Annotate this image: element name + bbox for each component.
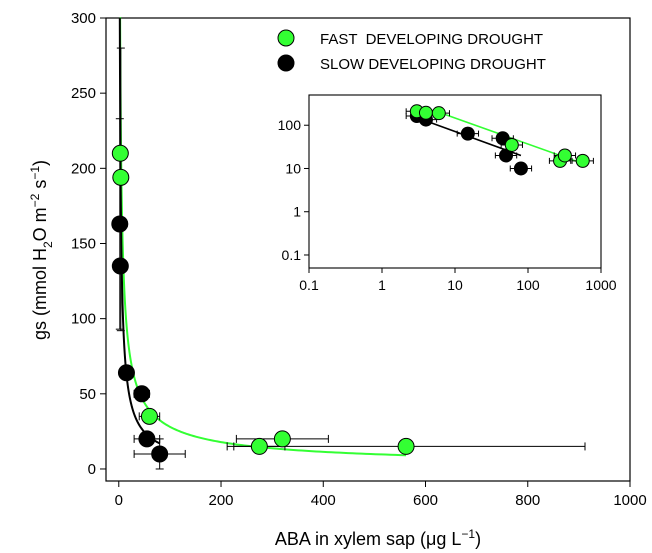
y-tick-label-4: 200 (71, 160, 96, 177)
fast-point-3 (250, 437, 268, 455)
fast-point-2 (140, 407, 158, 425)
legend-marker-slow (277, 54, 295, 72)
y-axis-title-sup1: −2 (28, 193, 42, 207)
inset-x-tick-label-1: 1 (378, 277, 386, 293)
inset-fast-point-3 (504, 137, 519, 152)
x-tick-label-2: 400 (311, 492, 336, 509)
x-axis-title-sup: −1 (461, 527, 475, 541)
legend-label-fast: FAST DEVELOPING DROUGHT (320, 31, 543, 48)
x-axis-title-after: g L (436, 529, 461, 549)
slow-point-4 (138, 430, 156, 448)
inset-fast-point-5 (557, 148, 572, 163)
inset-y-tick-label-0: 0.1 (282, 247, 302, 263)
fast-point-5 (397, 437, 415, 455)
y-tick-label-6: 300 (71, 10, 96, 27)
inset-plot-layer: 0.1 1 10 100 1000 0.1 1 10 100 (278, 104, 617, 293)
x-tick-label-5: 1000 (613, 492, 646, 509)
slow-point-0 (111, 215, 129, 233)
y-axis-title-sub: 2 (41, 241, 55, 248)
legend-label-slow: SLOW DEVELOPING DROUGHT (320, 56, 546, 73)
inset-fast-point-1 (418, 105, 433, 120)
y-tick-label-5: 250 (71, 85, 96, 102)
y-tick-label-1: 50 (79, 386, 96, 403)
fast-point-0 (111, 144, 129, 162)
y-axis-title-mid2: s (30, 180, 50, 194)
inset-y-tick-label-3: 100 (278, 117, 302, 133)
inset-x-tick-label-3: 100 (516, 277, 540, 293)
x-axis-title: ABA in xylem sap (μg L−1) (275, 527, 481, 549)
fast-point-4 (273, 430, 291, 448)
inset-slow-point-5 (513, 161, 528, 176)
inset-slow-point-2 (460, 126, 475, 141)
inset-plot-frame (308, 94, 602, 269)
x-tick-label-1: 200 (209, 492, 234, 509)
slow-point-2 (117, 364, 135, 382)
slow-point-3 (133, 385, 151, 403)
legend: FAST DEVELOPING DROUGHT SLOW DEVELOPING … (277, 29, 546, 73)
inset-slow-point-4 (499, 148, 514, 163)
slow-point-1 (111, 257, 129, 275)
y-axis-title: gs (mmol H2O m−2 s−1) (28, 160, 55, 340)
inset-x-tick-label-0: 0.1 (299, 277, 319, 293)
x-axis-title-close: ) (475, 529, 481, 549)
main-plot-layer: 0 200 400 600 800 1000 0 50 100 150 200 250 300 (71, 10, 647, 509)
y-axis-title-close: ) (30, 160, 50, 166)
x-tick-label-0: 0 (115, 492, 123, 509)
main-plot-frame (105, 17, 631, 482)
y-tick-label-3: 150 (71, 235, 96, 252)
inset-y-tick-label-1: 1 (293, 204, 301, 220)
y-axis-title-mid: O m (30, 207, 50, 241)
x-tick-label-4: 800 (515, 492, 540, 509)
inset-x-tick-label-4: 1000 (585, 277, 616, 293)
fit-curve-0 (119, 17, 407, 457)
fast-point-1 (112, 168, 130, 186)
x-axis-title-before: ABA in xylem sap ( (275, 529, 426, 549)
inset-fast-point-6 (575, 153, 590, 168)
y-tick-label-2: 100 (71, 311, 96, 328)
slow-point-5 (151, 445, 169, 463)
inset-x-tick-label-2: 10 (447, 277, 463, 293)
y-axis-title-before: gs (mmol H (30, 248, 50, 340)
legend-marker-fast (277, 29, 295, 47)
y-tick-label-0: 0 (88, 461, 96, 478)
inset-y-tick-label-2: 10 (285, 160, 301, 176)
inset-fast-point-2 (431, 106, 446, 121)
x-tick-label-3: 600 (413, 492, 438, 509)
x-axis-title-mu: μ (426, 529, 436, 549)
y-axis-title-sup2: −1 (28, 166, 42, 180)
